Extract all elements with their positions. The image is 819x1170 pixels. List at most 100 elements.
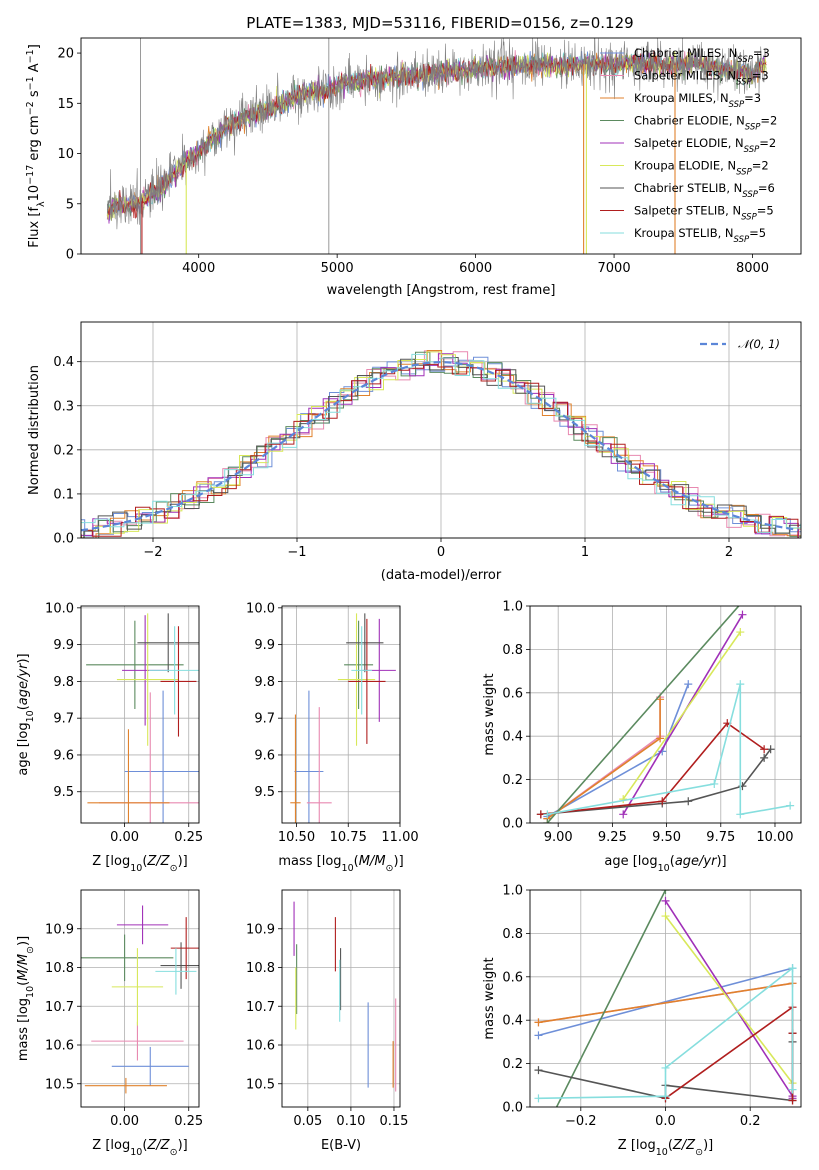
x-axis-label: age [log10(age/yr)]	[604, 854, 726, 874]
y-tick-label: 9.5	[53, 785, 74, 800]
y-tick-label: 9.6	[53, 748, 74, 763]
y-tick-label: 0.0	[502, 817, 523, 832]
errorbar-point	[148, 626, 199, 715]
y-tick-label: 0	[66, 248, 74, 263]
x-tick-label: 10.50	[278, 830, 315, 845]
x-tick-label: 5000	[321, 261, 354, 276]
x-tick-label: 7000	[598, 261, 631, 276]
y-tick-label: 10.0	[246, 601, 275, 616]
y-tick-label: 10.7	[45, 1000, 74, 1015]
residual-histogram	[81, 363, 801, 538]
y-tick-label: 10.6	[45, 1039, 74, 1054]
weight-marker	[534, 1031, 543, 1040]
weight-marker	[788, 964, 797, 973]
errorbar-point	[160, 942, 199, 989]
x-tick-label: 9.00	[544, 830, 573, 845]
errorbar-point	[306, 707, 332, 823]
errorbar-point	[91, 1021, 184, 1061]
x-tick-label: 0.0	[655, 1114, 676, 1129]
y-tick-label: 0.0	[502, 1101, 523, 1116]
legend-entry: Kroupa MILES, NSSP=3	[634, 91, 761, 110]
weight-series-line	[546, 606, 740, 823]
weight-marker	[661, 1063, 670, 1072]
errorbar-point	[294, 690, 324, 823]
plot-area	[106, 38, 767, 254]
weight-marker	[543, 819, 552, 823]
y-tick-label: 10.7	[246, 1000, 275, 1015]
observed-spectrum-line	[107, 38, 767, 230]
y-tick-label: 0.4	[502, 1014, 523, 1029]
residuals-panel: −2 −1 0 1 2 0.0 0.1 0.2 0.3 0.4 (data-model)/error…	[27, 321, 802, 583]
y-tick-label: 10.0	[45, 601, 74, 616]
weight-series-line	[540, 722, 765, 816]
y-tick-label: 10.8	[246, 961, 275, 976]
y-axis-label: age [log10(age/yr)]	[16, 653, 36, 775]
residual-histogram	[81, 350, 801, 538]
weight-marker	[788, 1096, 797, 1105]
y-axis-label: mass weight	[482, 957, 497, 1039]
y-axis-label: mass [log10(M/M⊙)]	[16, 936, 36, 1061]
x-tick-label: 0.2	[740, 1114, 761, 1129]
legend-entry: Salpeter MILES, NSSP=3	[634, 69, 769, 88]
weight-marker	[543, 810, 552, 819]
weight-marker	[534, 1094, 543, 1103]
plot-area	[534, 890, 797, 1122]
weight-marker	[534, 1066, 543, 1075]
weight-series-line	[664, 915, 794, 1084]
weight-series-line	[555, 890, 667, 1107]
errorbar-point	[348, 618, 386, 744]
weight-series-line	[546, 683, 690, 818]
x-tick-label: 9.75	[706, 830, 735, 845]
errorbar-point	[116, 613, 179, 746]
x-tick-label: −2	[143, 545, 162, 560]
weight-series-line	[547, 683, 791, 816]
mass-vs-Z-panel: 0.00 0.25 10.5 10.6 10.7 10.8 10.9 Z [log10(Z/Z…	[16, 889, 203, 1158]
axes-frame	[80, 37, 802, 255]
weight-marker	[656, 734, 665, 743]
y-tick-label: 10.9	[246, 922, 275, 937]
weight-marker	[547, 1114, 555, 1122]
weight-marker	[760, 745, 769, 754]
y-tick-label: 0.8	[502, 643, 523, 658]
weight-marker	[661, 912, 670, 921]
errorbar-point	[111, 1046, 189, 1086]
weight-marker	[736, 810, 745, 819]
axes-frame	[80, 889, 200, 1108]
x-axis-label: E(B-V)	[321, 1138, 361, 1153]
legend-entry: 𝒩(0, 1)	[738, 337, 780, 351]
y-tick-label: 9.6	[254, 748, 275, 763]
weight-marker	[658, 797, 667, 806]
axes-frame	[529, 605, 802, 824]
x-tick-label: 0.05	[293, 1114, 322, 1129]
errorbar-point	[111, 948, 164, 1026]
weight-series-line	[622, 631, 741, 800]
y-axis-label: Normed distribution	[27, 365, 42, 495]
weight-marker	[684, 680, 693, 689]
y-tick-label: 9.9	[254, 638, 275, 653]
normal-reference-curve	[81, 360, 799, 532]
weight-marker	[710, 779, 719, 788]
weight-marker	[760, 753, 769, 762]
weight-marker	[786, 801, 795, 810]
axes-frame	[80, 605, 200, 824]
y-tick-label: 0.0	[53, 532, 74, 547]
errorbar-point	[344, 620, 374, 709]
weight-series-line	[540, 748, 772, 816]
x-tick-label: 0.25	[174, 830, 203, 845]
spectrum-panel: 4000 5000 6000 7000 8000 0 5 10 15 20 wavelength […	[25, 37, 802, 298]
age-vs-Z-panel: 0.00 0.25 9.5 9.6 9.7 9.8 9.9 10.0 Z [log10(Z/Z⊙…	[16, 601, 203, 873]
errorbar-point	[160, 626, 197, 737]
y-axis-label: mass weight	[482, 673, 497, 755]
x-tick-label: 0.00	[110, 1114, 139, 1129]
weight-marker	[534, 1018, 543, 1027]
y-tick-label: 0.2	[502, 773, 523, 788]
errorbar-point	[137, 613, 199, 673]
y-tick-label: 10.9	[45, 922, 74, 937]
legend-entry: Kroupa STELIB, NSSP=5	[634, 226, 766, 245]
x-axis-label: Z [log10(Z/Z⊙)]	[618, 1138, 713, 1158]
y-tick-label: 1.0	[502, 600, 523, 615]
plot-area	[293, 901, 397, 1092]
x-tick-label: −1	[287, 545, 306, 560]
y-tick-label: 10.5	[246, 1077, 275, 1092]
weight-marker	[736, 628, 745, 637]
